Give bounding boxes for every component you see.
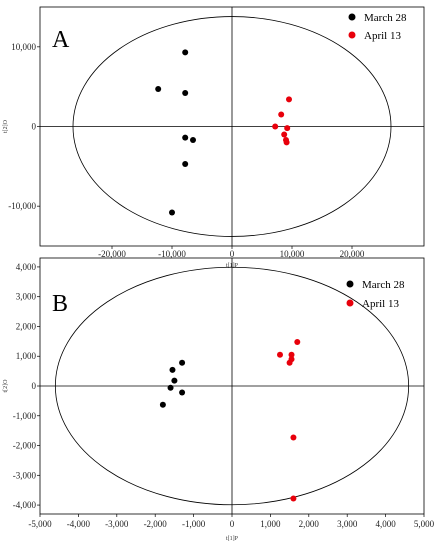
data-point — [290, 495, 297, 502]
data-point — [182, 90, 189, 97]
y-tick-label: -4,000 — [13, 500, 37, 510]
y-axis-label: t[2]O — [3, 379, 9, 393]
data-point — [284, 125, 291, 132]
y-tick-label: 0 — [32, 381, 37, 391]
data-point — [286, 96, 292, 103]
x-tick-label: 3,000 — [337, 519, 358, 529]
y-tick-label: 4,000 — [16, 262, 37, 272]
confidence-ellipse — [54, 266, 410, 506]
data-point — [179, 389, 186, 396]
y-tick-label: 0 — [32, 122, 37, 132]
data-point — [169, 366, 176, 373]
data-point — [182, 49, 189, 56]
data-point — [167, 384, 174, 391]
x-tick-label: -10,000 — [158, 249, 186, 259]
data-point — [277, 351, 283, 358]
data-point — [179, 359, 186, 366]
data-point — [159, 401, 166, 408]
data-point — [286, 359, 293, 366]
legend-label: March 28 — [362, 279, 405, 291]
x-tick-label: -3,000 — [105, 519, 129, 529]
panel-label: B — [52, 291, 68, 317]
y-tick-label: -1,000 — [13, 411, 37, 421]
x-tick-label: -4,000 — [67, 519, 91, 529]
legend-marker — [348, 31, 356, 39]
y-axis-label: t[2]O — [3, 119, 9, 133]
x-tick-label: 0 — [230, 249, 235, 259]
data-point — [190, 137, 196, 144]
panel-b: -5,000 -4,000 -3,000 -2,000 -1,000 0 1,000 2,00… — [3, 257, 435, 542]
x-tick-label: -2,000 — [144, 519, 168, 529]
data-point — [281, 131, 288, 138]
data-point — [278, 111, 285, 118]
x-tick-label: 1,000 — [260, 519, 281, 529]
y-tick-label: -3,000 — [13, 470, 37, 480]
y-tick-label: 3,000 — [16, 292, 37, 302]
data-point — [155, 86, 162, 93]
data-point — [169, 209, 175, 216]
x-tick-label: -1,000 — [182, 519, 206, 529]
y-tick-label: -10,000 — [8, 201, 36, 211]
legend-marker — [348, 13, 356, 21]
legend-label: April 13 — [364, 30, 401, 42]
y-tick-label: 2,000 — [16, 321, 37, 331]
panel-a: -20,000 -10,000 0 10,000 20,000 -10,000 0 10,00… — [3, 6, 425, 269]
y-tick-label: -2,000 — [13, 441, 37, 451]
x-tick-label: -20,000 — [98, 249, 126, 259]
x-tick-label: 0 — [230, 519, 235, 529]
x-tick-label: -5,000 — [28, 519, 52, 529]
y-tick-label: 10,000 — [11, 42, 36, 52]
confidence-ellipse — [72, 16, 392, 237]
legend-label: April 13 — [362, 298, 399, 310]
legend-marker — [346, 280, 354, 288]
data-point — [283, 139, 290, 146]
x-tick-label: 20,000 — [340, 249, 365, 259]
data-point — [182, 160, 189, 167]
x-tick-label: 10,000 — [280, 249, 305, 259]
data-point — [272, 123, 279, 130]
x-tick-label: 4,000 — [375, 519, 396, 529]
x-axis-label: t[1]P — [226, 536, 239, 542]
legend-label: March 28 — [364, 12, 407, 24]
x-tick-label: 2,000 — [299, 519, 320, 529]
data-point — [182, 134, 189, 141]
y-tick-label: 1,000 — [16, 351, 37, 361]
x-tick-label: 5,000 — [414, 519, 435, 529]
panel-label: A — [52, 27, 70, 53]
data-point — [290, 434, 297, 441]
legend-marker — [346, 299, 354, 307]
data-point — [171, 377, 178, 384]
data-point — [294, 338, 301, 345]
data-point — [288, 351, 295, 358]
